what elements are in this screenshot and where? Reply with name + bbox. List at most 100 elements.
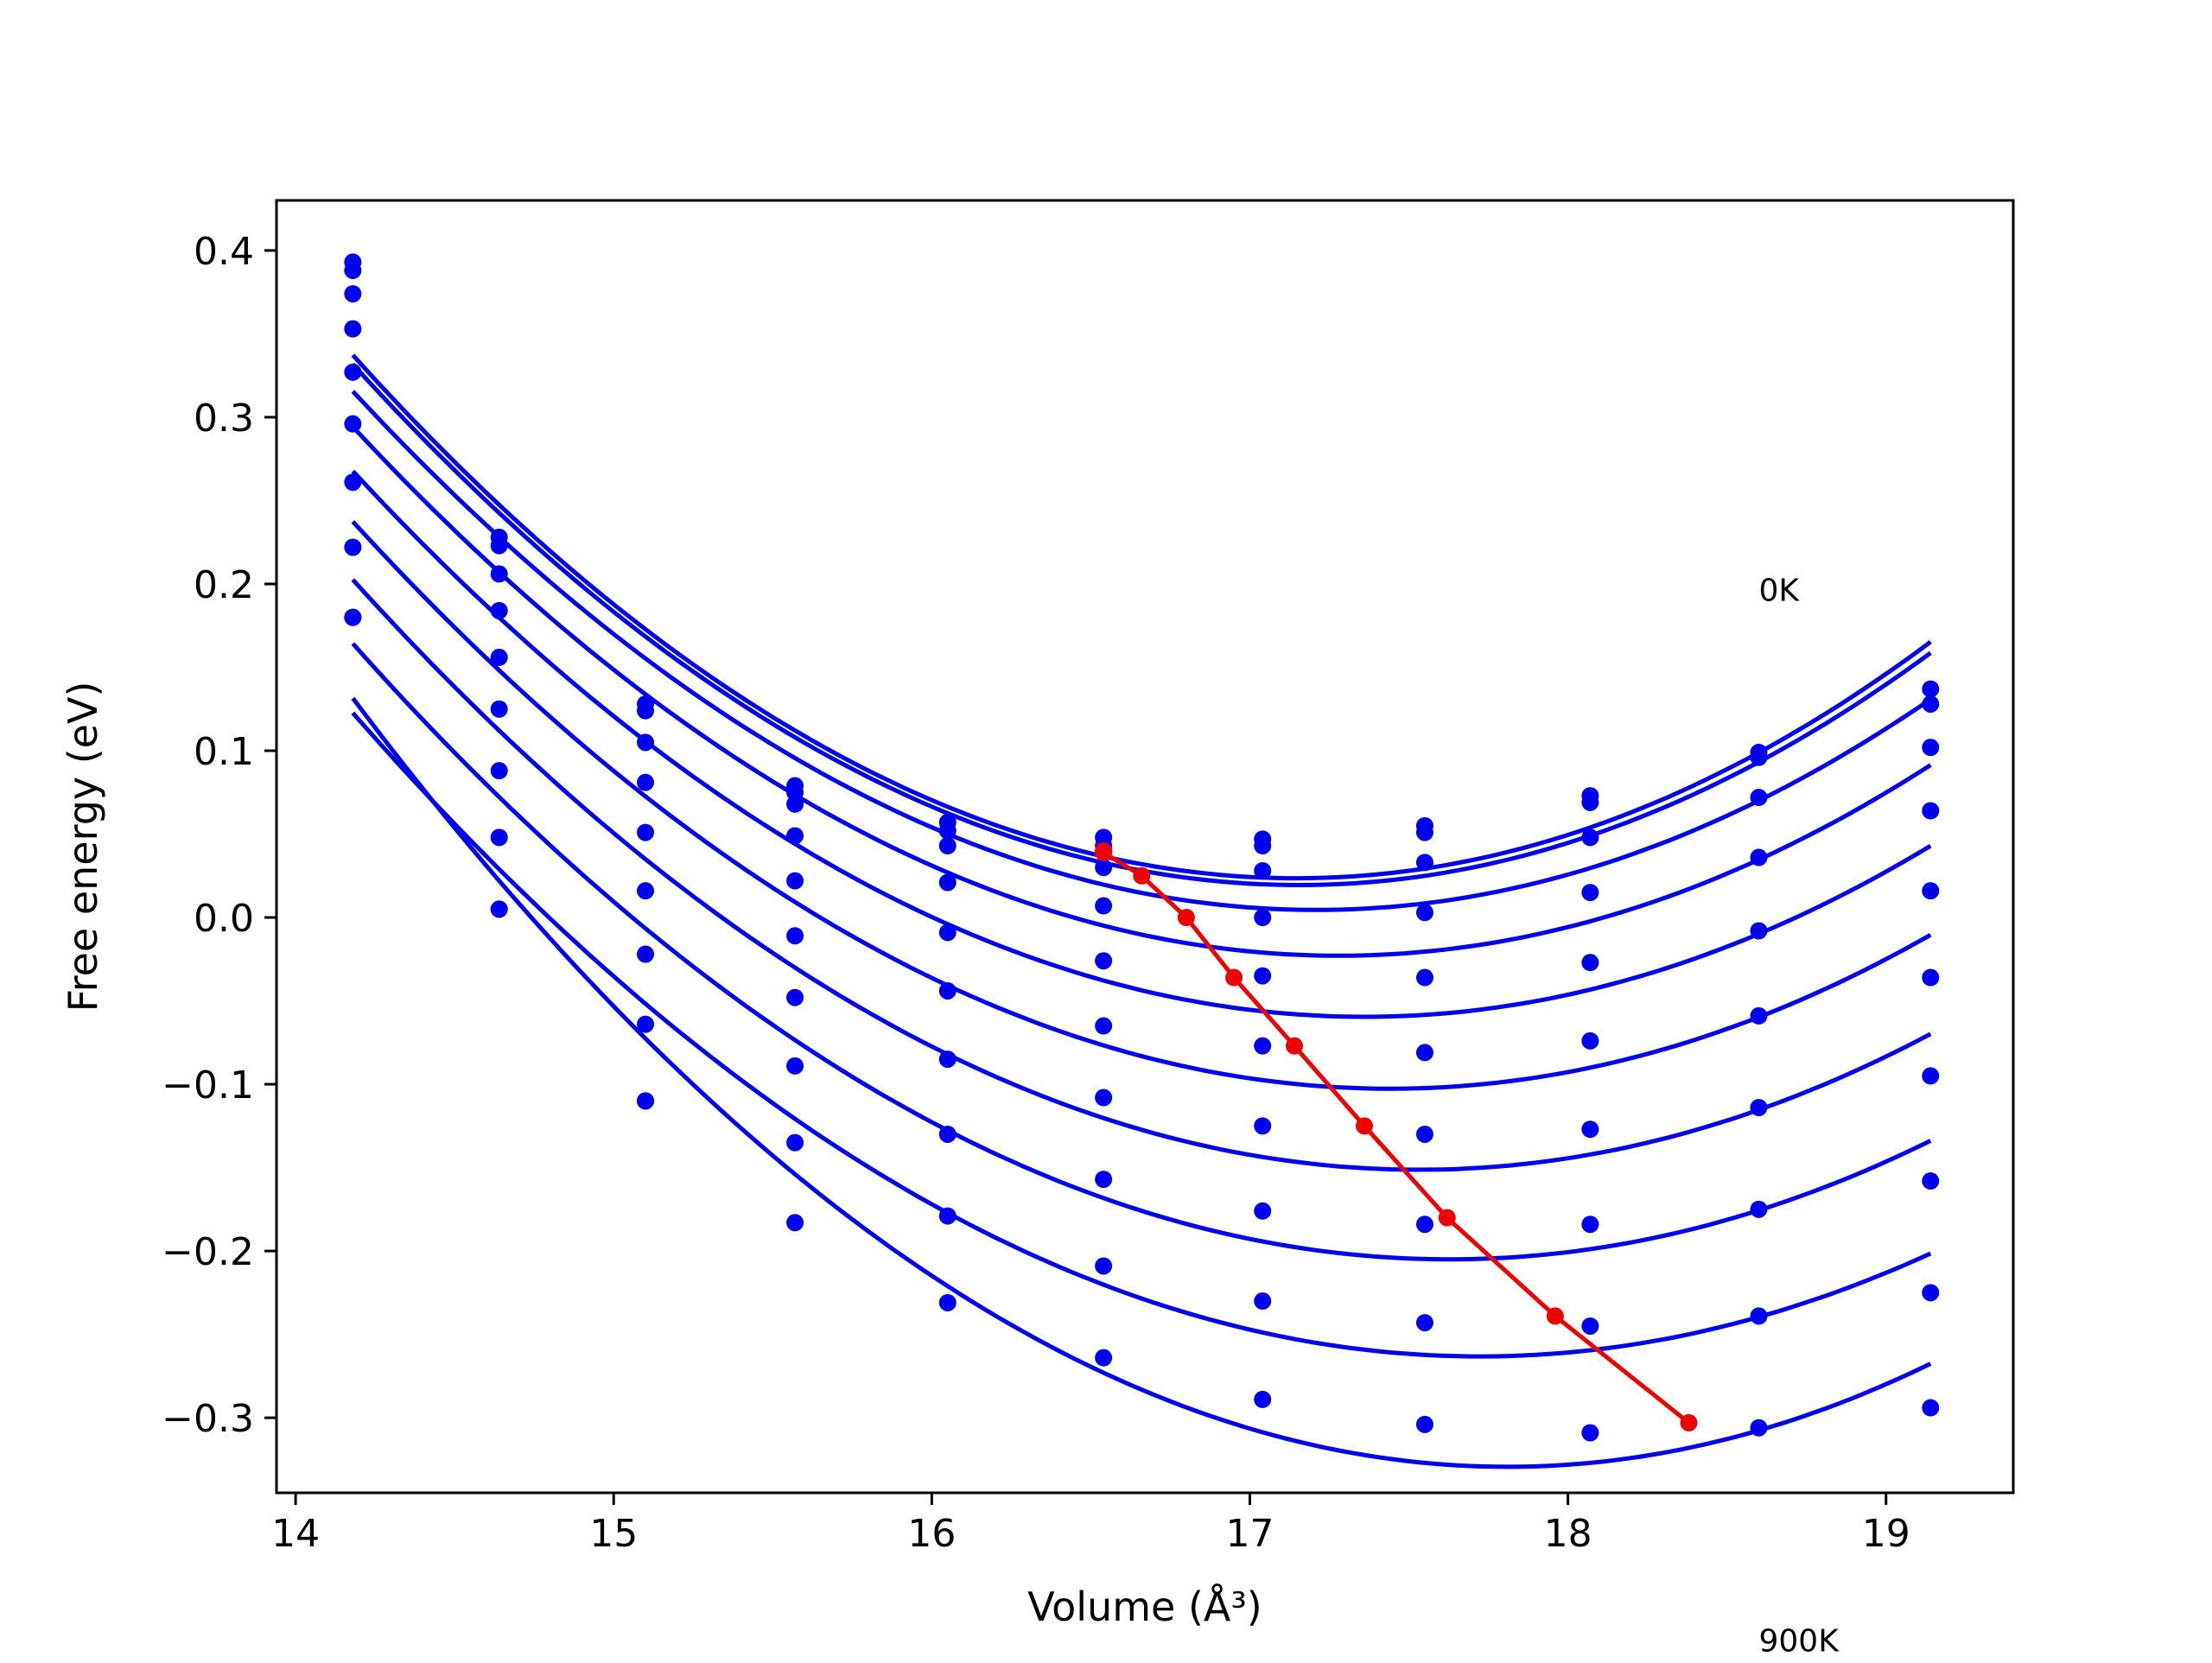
data-point <box>1254 837 1272 855</box>
x-tick-label: 14 <box>271 1512 320 1556</box>
data-point <box>490 565 508 583</box>
data-point <box>490 648 508 666</box>
data-point <box>1750 1419 1768 1437</box>
data-point <box>1095 1017 1113 1035</box>
data-point <box>786 827 804 845</box>
data-point <box>1415 1125 1433 1143</box>
data-point <box>1750 1200 1768 1218</box>
y-tick-label: −0.3 <box>162 1397 254 1441</box>
data-point <box>637 823 655 841</box>
data-point <box>344 538 362 556</box>
data-point <box>1922 1284 1940 1302</box>
data-point <box>1095 859 1113 877</box>
data-point <box>1750 1006 1768 1025</box>
data-point <box>344 262 362 280</box>
data-point <box>637 773 655 791</box>
fit-curve-2 <box>351 390 1932 912</box>
data-point <box>1254 861 1272 879</box>
data-point <box>786 795 804 813</box>
data-point <box>786 872 804 890</box>
data-point <box>938 981 957 1000</box>
y-tick-label: 0.2 <box>194 563 254 607</box>
data-point <box>344 415 362 433</box>
equilibrium-volume-line <box>1101 850 1691 1425</box>
fit-curve-4 <box>351 469 1932 1019</box>
x-tick-label: 15 <box>589 1512 638 1556</box>
fit-curve-8 <box>351 711 1932 1359</box>
y-tick-label: −0.2 <box>162 1230 254 1274</box>
data-point <box>1581 828 1599 847</box>
data-point <box>490 762 508 780</box>
data-point <box>344 608 362 626</box>
data-point <box>344 285 362 303</box>
y-axis-label: Free energy (eV) <box>60 682 106 1012</box>
y-tick-label: 0.4 <box>194 230 254 274</box>
data-point <box>938 1207 957 1225</box>
data-point <box>637 1015 655 1033</box>
x-tick-label: 17 <box>1225 1512 1274 1556</box>
data-point <box>1581 1317 1599 1335</box>
data-point <box>1922 695 1940 713</box>
data-point <box>1581 1031 1599 1050</box>
data-point <box>1254 909 1272 927</box>
data-point <box>1095 1089 1113 1107</box>
data-point <box>1415 823 1433 841</box>
data-point <box>344 320 362 338</box>
equilibrium-point <box>1133 866 1151 885</box>
data-point <box>1922 739 1940 757</box>
data-point <box>1415 1216 1433 1234</box>
data-point <box>1254 1202 1272 1220</box>
fit-curve-3 <box>351 425 1932 958</box>
data-point <box>1581 793 1599 811</box>
data-point <box>938 873 957 892</box>
y-tick-label: −0.1 <box>162 1063 254 1108</box>
data-point <box>490 601 508 619</box>
data-point <box>786 927 804 945</box>
data-point <box>1415 904 1433 922</box>
data-point <box>490 536 508 555</box>
data-point <box>637 733 655 752</box>
data-point <box>1581 884 1599 902</box>
x-axis-label: Volume (Å³) <box>1027 1584 1262 1630</box>
data-point <box>786 1133 804 1152</box>
data-point <box>1581 1424 1599 1442</box>
x-tick-label: 18 <box>1544 1512 1592 1556</box>
annotation-900k: 900K <box>1758 1623 1840 1659</box>
fit-curve-9 <box>351 696 1932 1469</box>
data-point <box>1922 1067 1940 1085</box>
data-point <box>490 828 508 847</box>
data-point <box>1750 1099 1768 1117</box>
data-point <box>1750 848 1768 866</box>
equilibrium-point <box>1438 1209 1456 1227</box>
data-point <box>1922 1172 1940 1190</box>
data-point <box>1750 1307 1768 1325</box>
annotation-0k: 0K <box>1758 573 1800 608</box>
equilibrium-point <box>1546 1307 1564 1325</box>
data-point <box>344 473 362 492</box>
data-point <box>786 1057 804 1075</box>
data-point <box>1415 968 1433 987</box>
data-point <box>1922 1399 1940 1417</box>
fit-curve-7 <box>351 642 1932 1262</box>
data-point <box>1254 1117 1272 1135</box>
data-point <box>786 988 804 1006</box>
data-point <box>1254 967 1272 985</box>
data-point <box>1415 854 1433 872</box>
data-point <box>938 822 957 840</box>
equilibrium-point <box>1286 1037 1304 1055</box>
fit-curve-0 <box>351 353 1932 881</box>
fit-curves <box>351 353 1932 1469</box>
x-tick-label: 16 <box>907 1512 956 1556</box>
data-point <box>637 1092 655 1110</box>
data-point <box>1922 968 1940 987</box>
plot-frame <box>275 199 2015 1495</box>
y-axis-ticks: 0.4 0.3 0.2 0.1 0.0 −0.1 −0.2 −0.3 <box>162 230 276 1441</box>
data-point <box>1750 748 1768 766</box>
data-point <box>1415 1044 1433 1062</box>
data-point <box>1095 1349 1113 1367</box>
data-point <box>1750 789 1768 807</box>
data-point <box>1095 952 1113 970</box>
y-tick-label: 0.3 <box>194 397 254 441</box>
x-axis-ticks: 14 15 16 17 18 19 <box>271 1493 1910 1556</box>
